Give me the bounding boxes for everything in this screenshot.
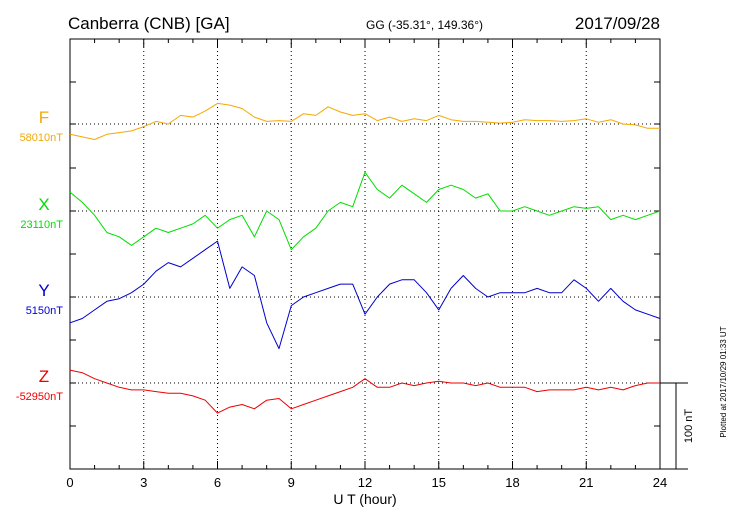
series-line-f [69,102,660,140]
x-axis-label: U T (hour) [333,491,396,507]
series-baseline-z: -52950nT [16,391,63,403]
chart-date: 2017/09/28 [575,14,660,33]
axis-ticks [69,39,661,469]
series-baseline-f: 58010nT [20,132,64,144]
chart-coordinates: GG (-35.31°, 149.36°) [366,18,483,32]
series-line-x [69,171,661,251]
series-name-z: Z [39,367,49,386]
x-tick-labels: 0 3 6 9 12 15 18 21 24 [66,475,667,490]
series-baseline-y: 5150nT [26,305,64,317]
plotted-note: Plotted at 2017/10/29 01:33 UT [719,326,728,437]
x-tick-label: 18 [505,475,519,490]
x-tick-label: 12 [358,475,372,490]
series-line-z [69,369,660,414]
x-tick-label: 9 [288,475,295,490]
grid-lines [70,39,660,469]
series-name-y: Y [38,281,49,300]
x-tick-label: 3 [140,475,147,490]
scale-bar-label: 100 nT [683,409,695,444]
series-name-f: F [39,108,49,127]
series-name-x: X [38,195,49,214]
x-tick-label: 21 [579,475,593,490]
x-tick-label: 15 [432,475,446,490]
series-labels: F 58010nT X 23110nT Y 5150nT Z -52950nT [16,108,63,403]
x-tick-label: 0 [66,475,73,490]
x-tick-label: 6 [214,475,221,490]
x-tick-label: 24 [653,475,667,490]
series-line-y [69,240,661,350]
series-baseline-x: 23110nT [20,219,63,231]
series-lines [69,102,661,414]
chart-title: Canberra (CNB) [GA] [68,14,230,33]
